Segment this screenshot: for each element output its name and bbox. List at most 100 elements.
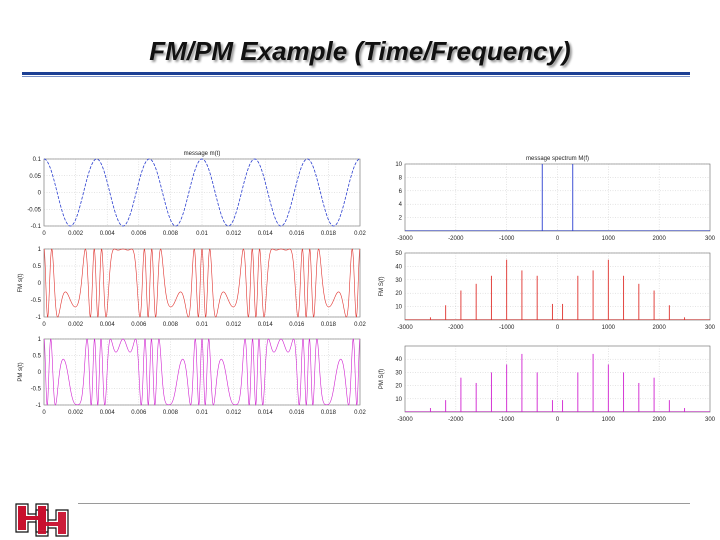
x-tick-label: 1000	[602, 236, 616, 242]
x-tick-label: 0	[42, 322, 46, 328]
x-tick-label: 0.02	[354, 231, 366, 237]
modulated-signal-curve	[43, 338, 361, 406]
slide-title: FM/PM Example (Time/Frequency)	[149, 36, 571, 66]
y-tick-label: 4	[399, 202, 403, 208]
chart-panel-3: -3000 -2000 -1000 0 1000 2000 300 10 8 6 4 2 message…	[395, 156, 715, 242]
x-tick-label: 0.014	[258, 410, 274, 416]
y-tick-label: -0.05	[27, 207, 41, 213]
y-tick-label: 0.1	[33, 157, 42, 163]
x-tick-label: 0.008	[163, 322, 179, 328]
x-tick-label: 0.016	[289, 410, 305, 416]
x-tick-label: 2000	[652, 236, 666, 242]
y-tick-label: 2	[399, 216, 403, 222]
x-tick-label: 0.012	[226, 322, 242, 328]
x-tick-label: 0.006	[131, 322, 147, 328]
footer-divider	[78, 503, 690, 504]
x-tick-label: 0.014	[258, 231, 274, 237]
y-tick-label: 0.05	[29, 174, 41, 180]
x-tick-label: -2000	[448, 325, 464, 331]
title-underline	[22, 72, 690, 75]
y-tick-label: 8	[399, 175, 403, 181]
chart-panel-5: -3000 -2000 -1000 0 1000 2000 300 40 30 20 10 PM S(…	[379, 345, 716, 423]
x-tick-label: 0.006	[131, 410, 147, 416]
x-tick-label: 0	[556, 417, 560, 423]
y-tick-label: 0.5	[33, 264, 42, 270]
x-tick-label: 0	[556, 325, 560, 331]
x-tick-label: 0.004	[100, 322, 116, 328]
y-tick-label: 40	[395, 357, 402, 363]
y-axis-label: PM s(t)	[18, 362, 24, 381]
x-tick-label: -2000	[448, 417, 464, 423]
panel-title: message m(t)	[184, 151, 221, 157]
x-tick-label: 0.004	[100, 410, 116, 416]
message-curve	[43, 158, 361, 227]
y-tick-label: 0	[38, 281, 42, 287]
x-tick-label: 0	[42, 410, 46, 416]
x-tick-label: 0.002	[68, 410, 84, 416]
y-tick-label: 10	[395, 397, 402, 403]
y-tick-label: 30	[395, 370, 402, 376]
x-tick-label: -3000	[397, 325, 413, 331]
x-tick-label: 0.01	[196, 231, 208, 237]
x-tick-label: 0.02	[354, 410, 366, 416]
y-axis-label: PM S(f)	[379, 369, 385, 389]
x-tick-label: 300	[705, 325, 716, 331]
y-tick-label: 10	[395, 162, 402, 168]
x-tick-label: -3000	[397, 236, 413, 242]
panel-title: message spectrum M(f)	[526, 156, 589, 162]
y-tick-label: 10	[395, 305, 402, 311]
x-tick-label: 0.008	[163, 410, 179, 416]
y-tick-label: 0.5	[33, 354, 42, 360]
y-tick-label: 30	[395, 278, 402, 284]
chart-panel-2: 0 0.002 0.004 0.006 0.008 0.01 0.012 0.014 0.016…	[18, 337, 366, 416]
x-tick-label: -1000	[499, 236, 515, 242]
x-tick-label: 0.008	[163, 231, 179, 237]
y-tick-label: 1	[38, 247, 42, 253]
y-tick-label: 6	[399, 189, 403, 195]
y-axis-label: FM s(t)	[18, 274, 24, 293]
x-tick-label: -3000	[397, 417, 413, 423]
y-tick-label: -1	[36, 403, 42, 409]
y-tick-label: 20	[395, 384, 402, 390]
x-tick-label: 0.014	[258, 322, 274, 328]
x-tick-label: 0.016	[289, 322, 305, 328]
y-tick-label: -0.5	[31, 387, 42, 393]
chart-panel-0: 0 0.002 0.004 0.006 0.008 0.01 0.012 0.014 0.016…	[27, 151, 366, 237]
x-tick-label: 0.018	[321, 410, 337, 416]
modulated-signal-curve	[43, 248, 361, 318]
y-tick-label: 0	[38, 370, 42, 376]
x-tick-label: 0	[556, 236, 560, 242]
x-tick-label: -1000	[499, 417, 515, 423]
x-tick-label: 0.018	[321, 231, 337, 237]
x-tick-label: 0.004	[100, 231, 116, 237]
y-tick-label: 1	[38, 337, 42, 343]
y-tick-label: 20	[395, 291, 402, 297]
x-tick-label: 0.016	[289, 231, 305, 237]
x-tick-label: 0.006	[131, 231, 147, 237]
x-tick-label: 0.002	[68, 322, 84, 328]
chart-panel-4: -3000 -2000 -1000 0 1000 2000 300 50 40 30 20 10 FM …	[379, 251, 716, 331]
uh-logo-icon	[15, 503, 69, 537]
x-tick-label: 0.01	[196, 322, 208, 328]
x-tick-label: 300	[705, 236, 716, 242]
x-tick-label: 0	[42, 231, 46, 237]
x-tick-label: 0.012	[226, 231, 242, 237]
y-tick-label: -0.5	[31, 298, 42, 304]
chart-panel-1: 0 0.002 0.004 0.006 0.008 0.01 0.012 0.014 0.016…	[18, 247, 366, 328]
x-tick-label: 0.002	[68, 231, 84, 237]
y-tick-label: 50	[395, 251, 402, 257]
x-tick-label: 0.012	[226, 410, 242, 416]
y-tick-label: -0.1	[31, 224, 42, 230]
y-tick-label: 0	[38, 191, 42, 197]
x-tick-label: 300	[705, 417, 716, 423]
x-tick-label: -2000	[448, 236, 464, 242]
x-tick-label: 0.02	[354, 322, 366, 328]
y-tick-label: 40	[395, 264, 402, 270]
y-tick-label: -1	[36, 315, 42, 321]
x-tick-label: 1000	[602, 325, 616, 331]
y-axis-label: FM S(f)	[379, 277, 385, 297]
x-tick-label: 2000	[652, 325, 666, 331]
x-tick-label: -1000	[499, 325, 515, 331]
x-tick-label: 0.018	[321, 322, 337, 328]
